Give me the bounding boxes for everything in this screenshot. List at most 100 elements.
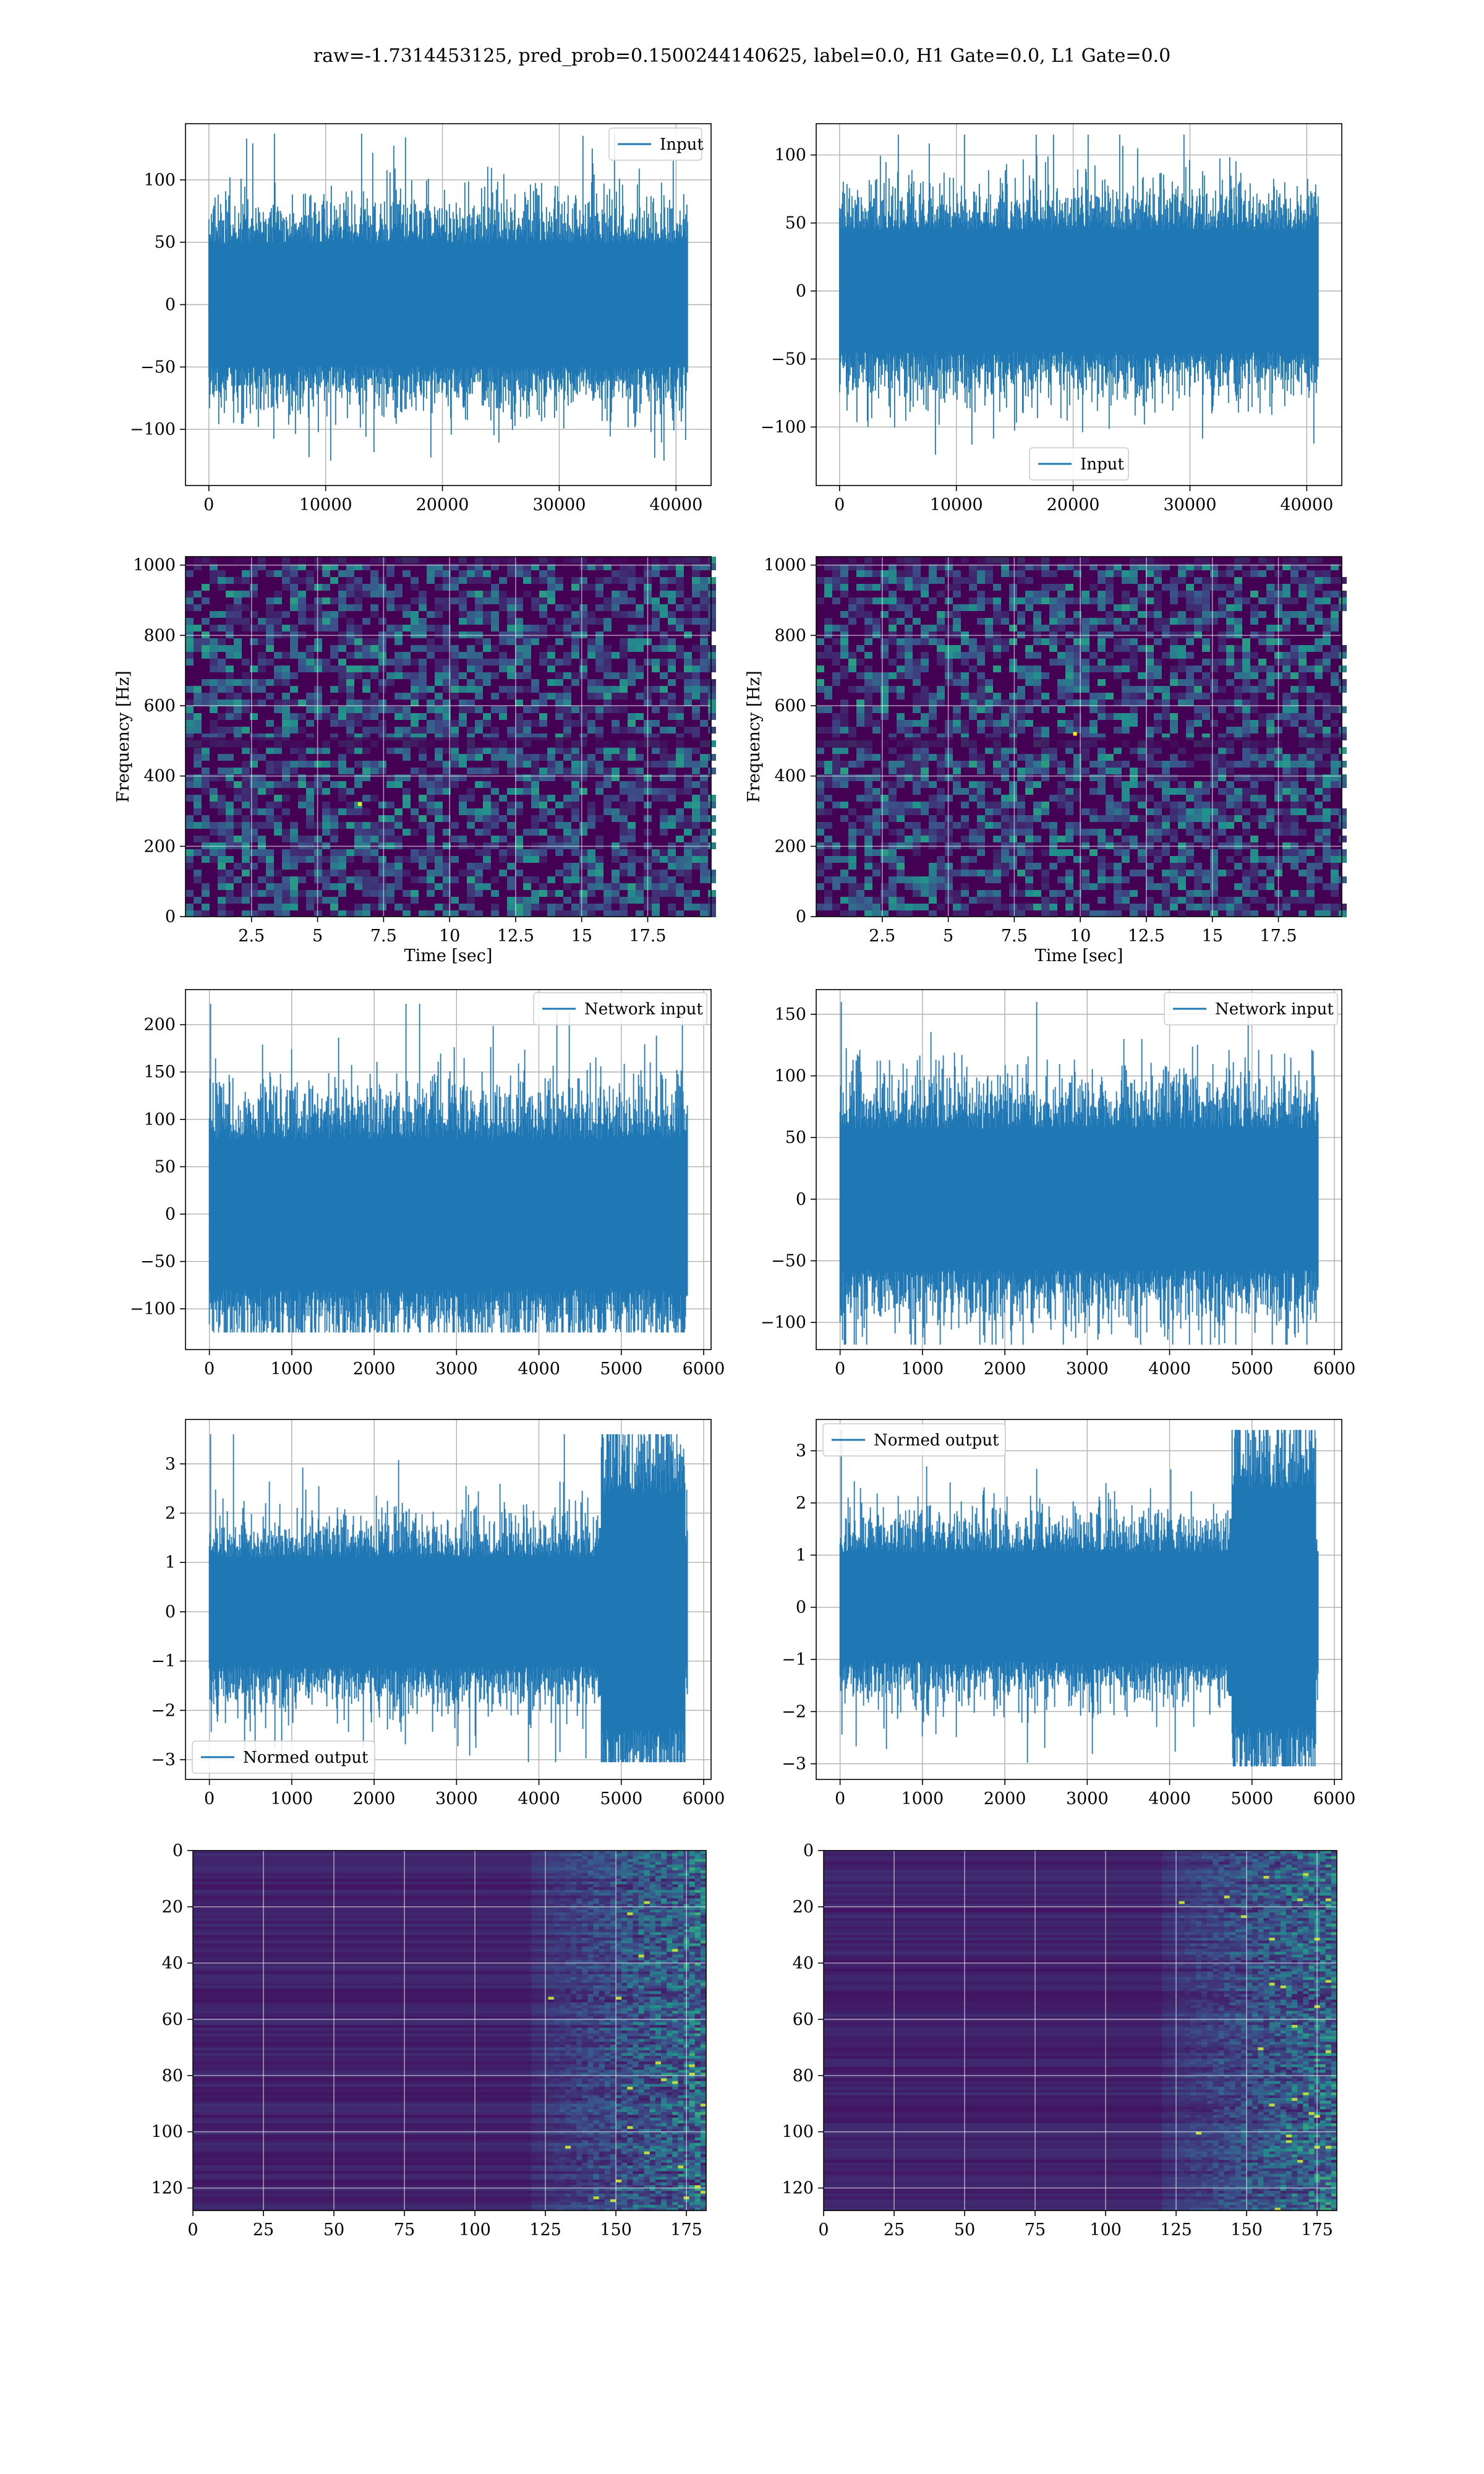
heatmap-cell bbox=[218, 829, 226, 836]
heatmap-cell bbox=[386, 591, 394, 597]
heatmap-cell bbox=[668, 849, 676, 856]
heatmap-cell bbox=[1234, 774, 1242, 781]
heatmap-cell bbox=[282, 849, 290, 856]
heatmap-cell bbox=[628, 768, 636, 774]
heatmap-cell bbox=[848, 686, 856, 693]
heatmap-cell bbox=[1218, 747, 1226, 754]
heatmap-cell bbox=[700, 604, 708, 611]
heatmap-cell bbox=[346, 618, 354, 625]
heatmap-cell bbox=[565, 1851, 571, 1854]
heatmap-cell bbox=[1001, 904, 1009, 910]
heatmap-cell bbox=[1122, 686, 1130, 693]
heatmap-cell bbox=[889, 672, 897, 679]
heatmap-cell bbox=[1339, 747, 1347, 754]
heatmap-cell bbox=[881, 706, 889, 713]
heatmap-cell bbox=[403, 802, 411, 808]
heatmap-cell bbox=[1323, 795, 1331, 802]
heatmap-cell bbox=[475, 666, 483, 672]
heatmap-cell bbox=[242, 659, 250, 666]
heatmap-cell bbox=[1073, 652, 1081, 659]
heatmap-cell bbox=[1178, 876, 1186, 883]
heatmap-cell bbox=[338, 795, 346, 802]
heatmap-cell bbox=[856, 584, 864, 591]
heatmap-cell bbox=[1266, 584, 1274, 591]
heatmap-cell bbox=[531, 1853, 537, 1857]
heatmap-cell bbox=[1033, 625, 1041, 631]
heatmap-cell bbox=[929, 836, 937, 842]
heatmap-cell bbox=[362, 747, 370, 754]
heatmap-cell bbox=[610, 1856, 616, 1860]
heatmap-cell bbox=[202, 910, 210, 917]
heatmap-cell bbox=[1282, 625, 1290, 631]
heatmap-cell bbox=[322, 666, 330, 672]
heatmap-cell bbox=[523, 577, 531, 584]
heatmap-cell bbox=[491, 808, 499, 815]
heatmap-cell bbox=[218, 638, 226, 645]
heatmap-cell bbox=[1266, 876, 1274, 883]
heatmap-cell bbox=[274, 795, 282, 802]
heatmap-cell bbox=[832, 781, 840, 788]
heatmap-cell bbox=[202, 584, 210, 591]
heatmap-cell bbox=[1090, 618, 1098, 625]
heatmap-cell bbox=[266, 761, 274, 768]
heatmap-cell bbox=[969, 693, 977, 700]
heatmap-cell bbox=[338, 863, 346, 870]
heatmap-cell bbox=[386, 570, 394, 577]
heatmap-cell bbox=[571, 904, 579, 910]
heatmap-cell bbox=[1065, 747, 1073, 754]
heatmap-cell bbox=[700, 679, 708, 686]
heatmap-cell bbox=[638, 1856, 645, 1860]
heatmap-cell bbox=[1202, 638, 1210, 645]
heatmap-cell bbox=[1298, 897, 1307, 904]
legend-box bbox=[608, 127, 702, 161]
heatmap-cell bbox=[1266, 761, 1274, 768]
heatmap-cell bbox=[969, 584, 977, 591]
heatmap-cell bbox=[226, 802, 234, 808]
heatmap-cell bbox=[537, 1851, 543, 1854]
heatmap-cell bbox=[274, 706, 282, 713]
heatmap-cell bbox=[427, 856, 435, 863]
heatmap-cell bbox=[1234, 842, 1242, 849]
axes-frame bbox=[185, 556, 712, 917]
heatmap-cell bbox=[1202, 591, 1210, 597]
heatmap-cell bbox=[403, 788, 411, 795]
heatmap-cell bbox=[692, 856, 700, 863]
heatmap-cell bbox=[298, 849, 306, 856]
heatmap-cell bbox=[1041, 591, 1049, 597]
heatmap-cell bbox=[872, 720, 881, 727]
heatmap-cell bbox=[306, 700, 314, 706]
heatmap-cell bbox=[993, 645, 1001, 652]
heatmap-cell bbox=[202, 618, 210, 625]
heatmap-cell bbox=[306, 720, 314, 727]
heatmap-cell bbox=[298, 747, 306, 754]
heatmap-cell bbox=[672, 1881, 678, 1885]
heatmap-cell bbox=[1001, 768, 1009, 774]
heatmap-cell bbox=[1154, 563, 1162, 570]
x-tick-label: 2000 bbox=[353, 1359, 396, 1379]
heatmap-cell bbox=[346, 591, 354, 597]
heatmap-cell bbox=[913, 883, 921, 890]
heatmap-cell bbox=[1073, 563, 1081, 570]
heatmap-cell bbox=[969, 577, 977, 584]
heatmap-cell bbox=[354, 584, 362, 591]
heatmap-cell bbox=[483, 815, 491, 822]
heatmap-cell bbox=[553, 1856, 560, 1860]
heatmap-cell bbox=[1315, 570, 1323, 577]
heatmap-cell bbox=[1017, 822, 1025, 829]
heatmap-cell bbox=[555, 713, 563, 720]
heatmap-cell bbox=[897, 693, 905, 700]
heatmap-cell bbox=[889, 849, 897, 856]
y-tick-label: 50 bbox=[155, 1157, 176, 1176]
heatmap-cell bbox=[1290, 700, 1298, 706]
heatmap-cell bbox=[547, 876, 555, 883]
heatmap-cell bbox=[889, 897, 897, 904]
heatmap-cell bbox=[1331, 618, 1339, 625]
heatmap-cell bbox=[1098, 734, 1106, 740]
heatmap-cell bbox=[218, 876, 226, 883]
heatmap-cell bbox=[660, 761, 668, 768]
heatmap-cell bbox=[1266, 631, 1274, 638]
heatmap-cell bbox=[945, 870, 953, 876]
heatmap-cell bbox=[411, 713, 419, 720]
heatmap-cell bbox=[1290, 849, 1298, 856]
heatmap-cell bbox=[1098, 631, 1106, 638]
